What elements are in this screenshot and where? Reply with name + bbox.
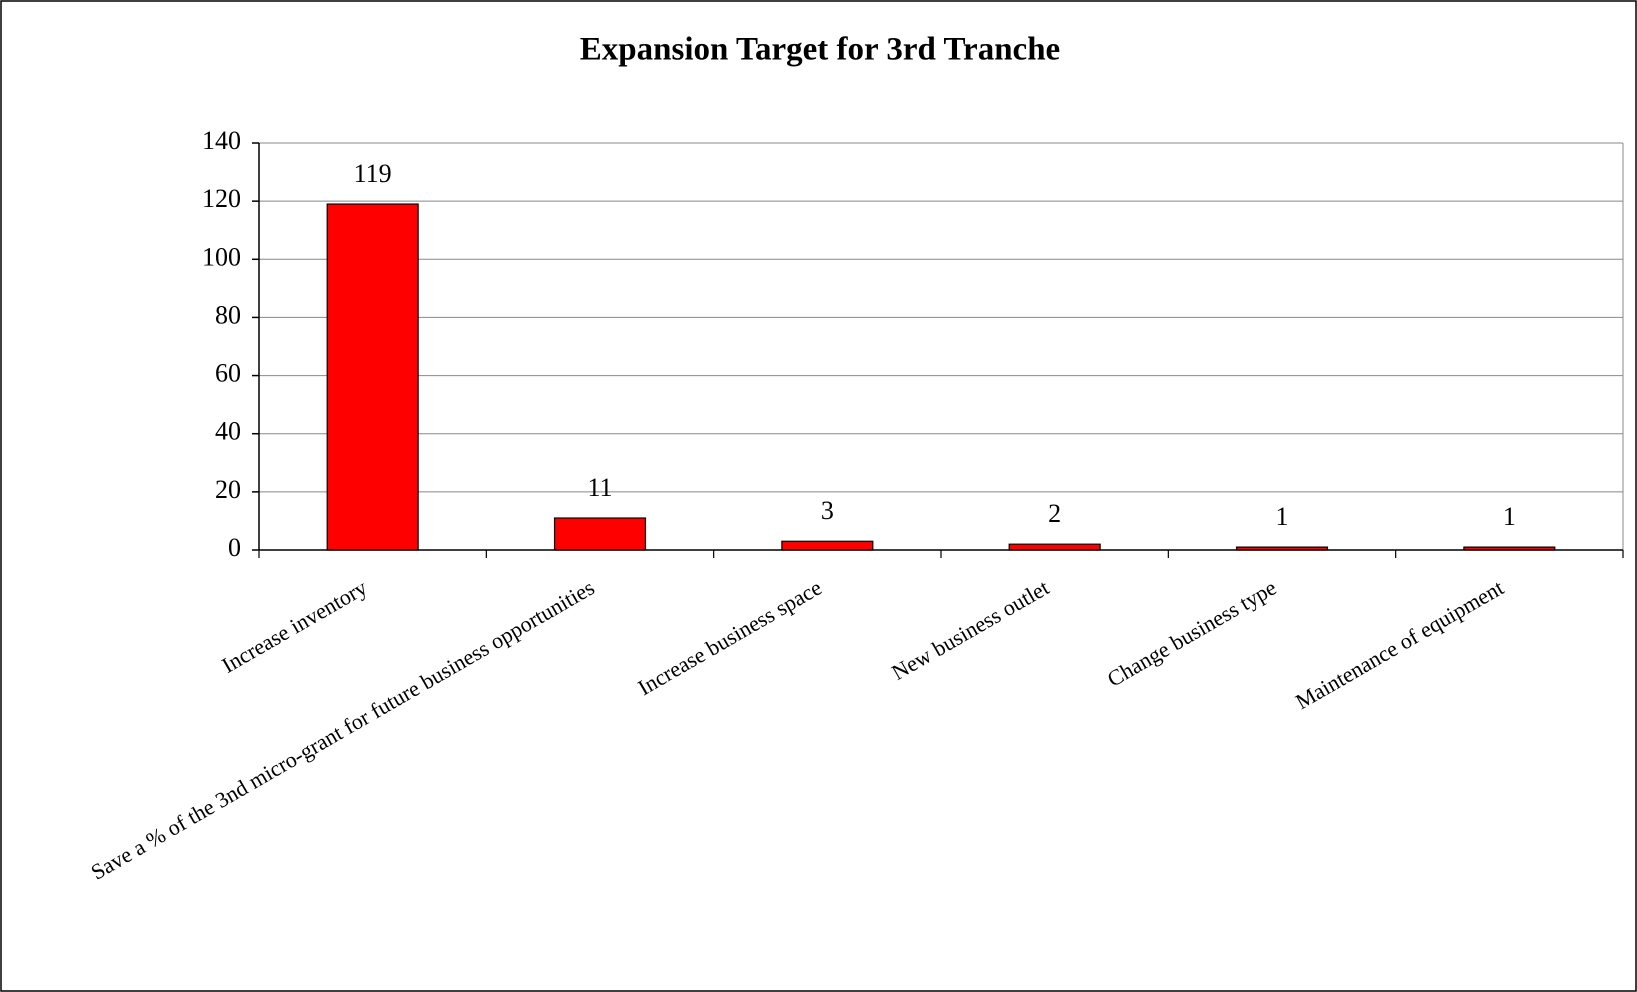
y-tick-label: 60 xyxy=(215,359,241,388)
data-label: 3 xyxy=(821,496,834,525)
chart-title: Expansion Target for 3rd Tranche xyxy=(580,32,1060,68)
data-label: 11 xyxy=(587,473,612,502)
bar xyxy=(326,203,419,551)
bar xyxy=(1008,543,1101,551)
y-tick-label: 120 xyxy=(202,184,241,213)
data-label: 1 xyxy=(1503,502,1516,531)
y-tick-label: 100 xyxy=(202,242,241,271)
y-tick-label: 20 xyxy=(215,475,241,504)
y-tick-label: 0 xyxy=(228,533,241,562)
bar xyxy=(553,517,647,551)
bar xyxy=(781,540,874,551)
y-tick-label: 140 xyxy=(202,126,241,155)
data-label: 119 xyxy=(354,159,392,188)
y-tick-label: 40 xyxy=(215,417,241,446)
bar xyxy=(1235,546,1329,551)
y-tick-label: 80 xyxy=(215,300,241,329)
data-label: 1 xyxy=(1276,502,1289,531)
data-label: 2 xyxy=(1048,499,1061,528)
bar xyxy=(1463,546,1556,551)
